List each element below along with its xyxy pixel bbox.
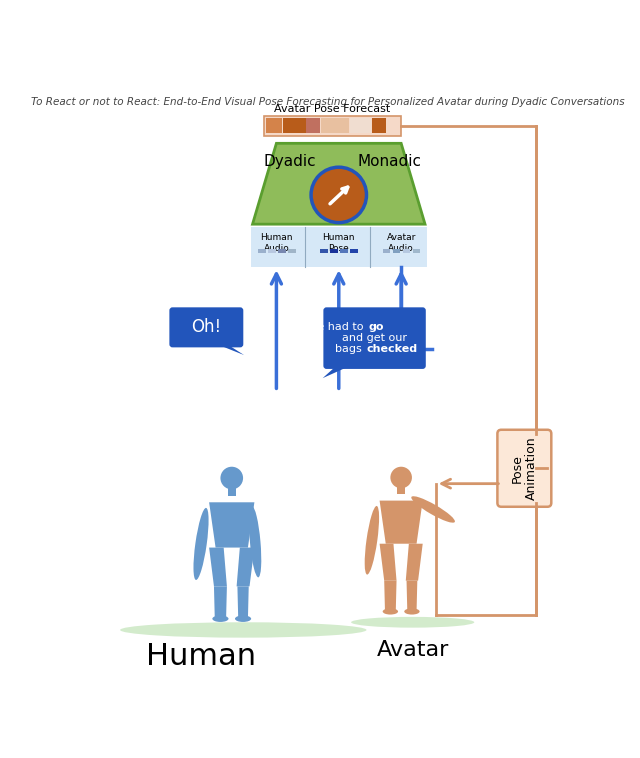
Bar (413, 249, 420, 253)
FancyBboxPatch shape (170, 307, 243, 347)
Ellipse shape (193, 508, 209, 580)
Polygon shape (253, 143, 425, 224)
Bar (266, 118, 282, 133)
Polygon shape (214, 587, 227, 619)
Text: Avatar Pose Forecast: Avatar Pose Forecast (275, 104, 391, 114)
Ellipse shape (412, 496, 455, 523)
Polygon shape (228, 487, 236, 496)
Ellipse shape (351, 617, 474, 628)
Polygon shape (237, 547, 254, 587)
Text: Avatar
Audio: Avatar Audio (387, 233, 416, 253)
Text: Monadic: Monadic (358, 155, 422, 169)
Text: Human
Pose: Human Pose (323, 233, 355, 253)
Text: and get our: and get our (342, 333, 407, 343)
Ellipse shape (235, 615, 251, 622)
Polygon shape (397, 486, 405, 494)
Text: Oh!: Oh! (191, 318, 221, 337)
Circle shape (311, 168, 367, 223)
Text: go: go (369, 322, 384, 332)
Bar (321, 118, 349, 133)
Ellipse shape (212, 615, 228, 622)
Ellipse shape (404, 609, 420, 615)
Text: bags: bags (335, 344, 365, 354)
Text: checked: checked (367, 344, 418, 354)
Polygon shape (384, 581, 397, 612)
Bar (403, 249, 410, 253)
Polygon shape (237, 587, 249, 619)
Text: Human: Human (146, 643, 256, 672)
Text: To React or not to React: End-to-End Visual Pose Forecasting for Personalized Av: To React or not to React: End-to-End Vis… (31, 97, 625, 107)
Polygon shape (380, 543, 397, 581)
Ellipse shape (383, 609, 398, 615)
Text: Avatar: Avatar (376, 640, 449, 660)
Ellipse shape (120, 622, 367, 637)
FancyBboxPatch shape (251, 227, 427, 268)
Polygon shape (209, 547, 227, 587)
Bar (393, 249, 401, 253)
Bar (268, 249, 276, 253)
Text: Human
Audio: Human Audio (260, 233, 292, 253)
Polygon shape (213, 343, 244, 355)
Polygon shape (323, 365, 353, 378)
Bar (340, 249, 348, 253)
Polygon shape (406, 581, 417, 612)
Bar (320, 249, 328, 253)
Circle shape (220, 467, 243, 490)
Bar (288, 249, 296, 253)
Text: Pose
Animation: Pose Animation (510, 437, 538, 500)
Bar (307, 118, 320, 133)
Bar (278, 249, 285, 253)
FancyBboxPatch shape (323, 307, 426, 369)
Text: Dyadic: Dyadic (263, 155, 316, 169)
Circle shape (390, 467, 412, 488)
Bar (350, 249, 358, 253)
Polygon shape (209, 503, 254, 547)
Bar (383, 249, 390, 253)
Ellipse shape (249, 506, 261, 578)
Text: We had to: We had to (307, 322, 367, 332)
FancyBboxPatch shape (264, 116, 401, 136)
Bar (330, 249, 338, 253)
Ellipse shape (365, 506, 379, 575)
Polygon shape (380, 500, 422, 543)
Polygon shape (406, 543, 422, 581)
Bar (349, 118, 371, 133)
Bar (283, 118, 306, 133)
Bar (372, 118, 386, 133)
Bar (258, 249, 266, 253)
FancyBboxPatch shape (497, 430, 551, 507)
